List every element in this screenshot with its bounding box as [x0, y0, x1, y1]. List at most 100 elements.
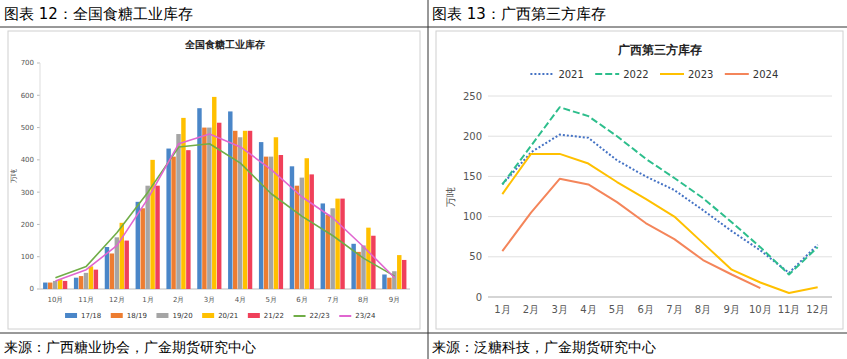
caption-rule	[428, 27, 847, 28]
legend-swatch	[156, 313, 168, 318]
bar	[207, 128, 211, 289]
bar	[53, 281, 57, 289]
y-tick-label: 100	[463, 211, 482, 222]
x-tick-label: 7月	[327, 296, 338, 304]
x-axis	[488, 297, 832, 298]
chart-title: 广西第三方库存	[617, 43, 702, 57]
bar	[387, 278, 391, 289]
bar	[186, 150, 190, 289]
legend-swatch	[65, 313, 77, 318]
bar	[295, 186, 299, 289]
bar	[217, 123, 221, 289]
bar	[212, 97, 216, 289]
legend-label: 22/23	[310, 312, 330, 320]
bar	[335, 199, 339, 289]
line	[502, 179, 760, 288]
legend-label: 20/21	[218, 312, 238, 320]
bar	[94, 270, 98, 289]
y-tick-label: 300	[21, 189, 34, 197]
bar	[321, 203, 325, 289]
x-tick-label: 7月	[666, 304, 682, 315]
y-tick-label: 0	[30, 285, 34, 293]
bar	[89, 266, 93, 289]
x-tick-label: 5月	[266, 296, 277, 304]
source-rule	[428, 333, 847, 334]
y-tick-label: 50	[469, 251, 482, 262]
bar	[330, 208, 334, 289]
grid-line	[488, 297, 832, 298]
legend-swatch	[202, 313, 214, 318]
caption: 图表 13：广西第三方库存	[432, 5, 606, 23]
bar	[58, 279, 62, 289]
source: 来源：广西糖业协会，广金期货研究中心	[4, 339, 256, 355]
bar	[202, 128, 206, 289]
grid-line	[488, 256, 832, 257]
bar	[43, 283, 47, 289]
bar	[290, 166, 294, 289]
x-tick-label: 3月	[204, 296, 215, 304]
bar	[361, 245, 365, 289]
y-tick-label: 100	[21, 253, 34, 261]
x-tick-label: 12月	[109, 296, 125, 304]
divider	[428, 0, 429, 359]
bar	[79, 276, 83, 289]
bar	[155, 186, 159, 289]
legend-swatch	[111, 313, 123, 318]
legend-swatch	[530, 73, 554, 75]
y-tick-label: 700	[21, 59, 34, 67]
y-tick-label: 600	[21, 92, 34, 100]
x-tick-label: 1月	[142, 296, 153, 304]
bar	[305, 158, 309, 289]
line	[55, 144, 394, 278]
bar	[243, 131, 247, 289]
y-tick-label: 500	[21, 124, 34, 132]
chart-frame	[436, 31, 843, 329]
bar	[392, 271, 396, 289]
bar	[176, 134, 180, 289]
bar	[166, 149, 170, 289]
y-axis	[40, 63, 41, 289]
bar	[120, 223, 124, 289]
x-tick-label: 4月	[580, 304, 596, 315]
bar	[382, 274, 386, 289]
x-tick-label: 11月	[78, 296, 94, 304]
y-label: 万吨	[445, 187, 456, 207]
grid-line	[488, 96, 832, 97]
x-tick-label: 12月	[806, 304, 829, 315]
bar	[356, 252, 360, 289]
bar	[233, 131, 237, 289]
grid-line	[488, 176, 832, 177]
caption: 图表 12：全国食糖工业库存	[4, 5, 193, 23]
x-tick-label: 2月	[523, 304, 539, 315]
legend-label: 2023	[688, 69, 713, 80]
y-label: 万吨	[10, 169, 18, 183]
caption-rule	[0, 27, 428, 28]
y-tick-label: 250	[463, 91, 482, 102]
x-tick-label: 9月	[389, 296, 400, 304]
bar	[84, 273, 88, 289]
bar	[74, 278, 78, 289]
bar	[279, 155, 283, 289]
source: 来源：泛糖科技，广金期货研究中心	[432, 339, 656, 355]
x-tick-label: 3月	[551, 304, 567, 315]
bar	[309, 174, 313, 289]
page: 图表 12：全国食糖工业库存来源：广西糖业协会，广金期货研究中心 图表 13：广西…	[0, 0, 847, 359]
x-tick-label: 11月	[778, 304, 801, 315]
grid-line	[488, 216, 832, 217]
bar	[150, 160, 154, 289]
x-tick-label: 8月	[695, 304, 711, 315]
y-tick-label: 150	[463, 171, 482, 182]
legend-label: 23/24	[355, 312, 376, 320]
bar	[63, 281, 67, 289]
legend-swatch	[660, 73, 684, 75]
chart-title: 全国食糖工业库存	[184, 39, 265, 50]
x-tick-label: 8月	[358, 296, 369, 304]
y-tick-label: 0	[476, 292, 482, 303]
chart-frame	[8, 31, 420, 329]
bar	[326, 215, 330, 289]
y-tick-label: 400	[21, 156, 34, 164]
bar	[238, 137, 242, 289]
bar	[366, 228, 370, 289]
bar	[397, 255, 401, 289]
bar	[402, 260, 406, 289]
